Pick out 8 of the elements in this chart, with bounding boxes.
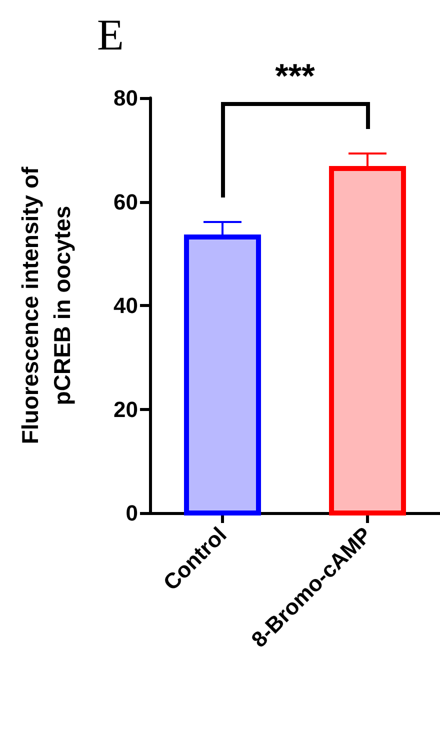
y-tick-label: 60 [114,189,138,214]
chart-title: E [97,10,124,60]
y-tick-label: 0 [126,500,138,526]
y-tick-label: 40 [114,293,138,318]
text: *** [275,58,316,96]
y-tick-label: 20 [114,396,138,422]
y-tick-label: 80 [114,86,138,110]
y-axis-title: Fluorescence intensity of pCREB in oocytes [17,166,75,444]
